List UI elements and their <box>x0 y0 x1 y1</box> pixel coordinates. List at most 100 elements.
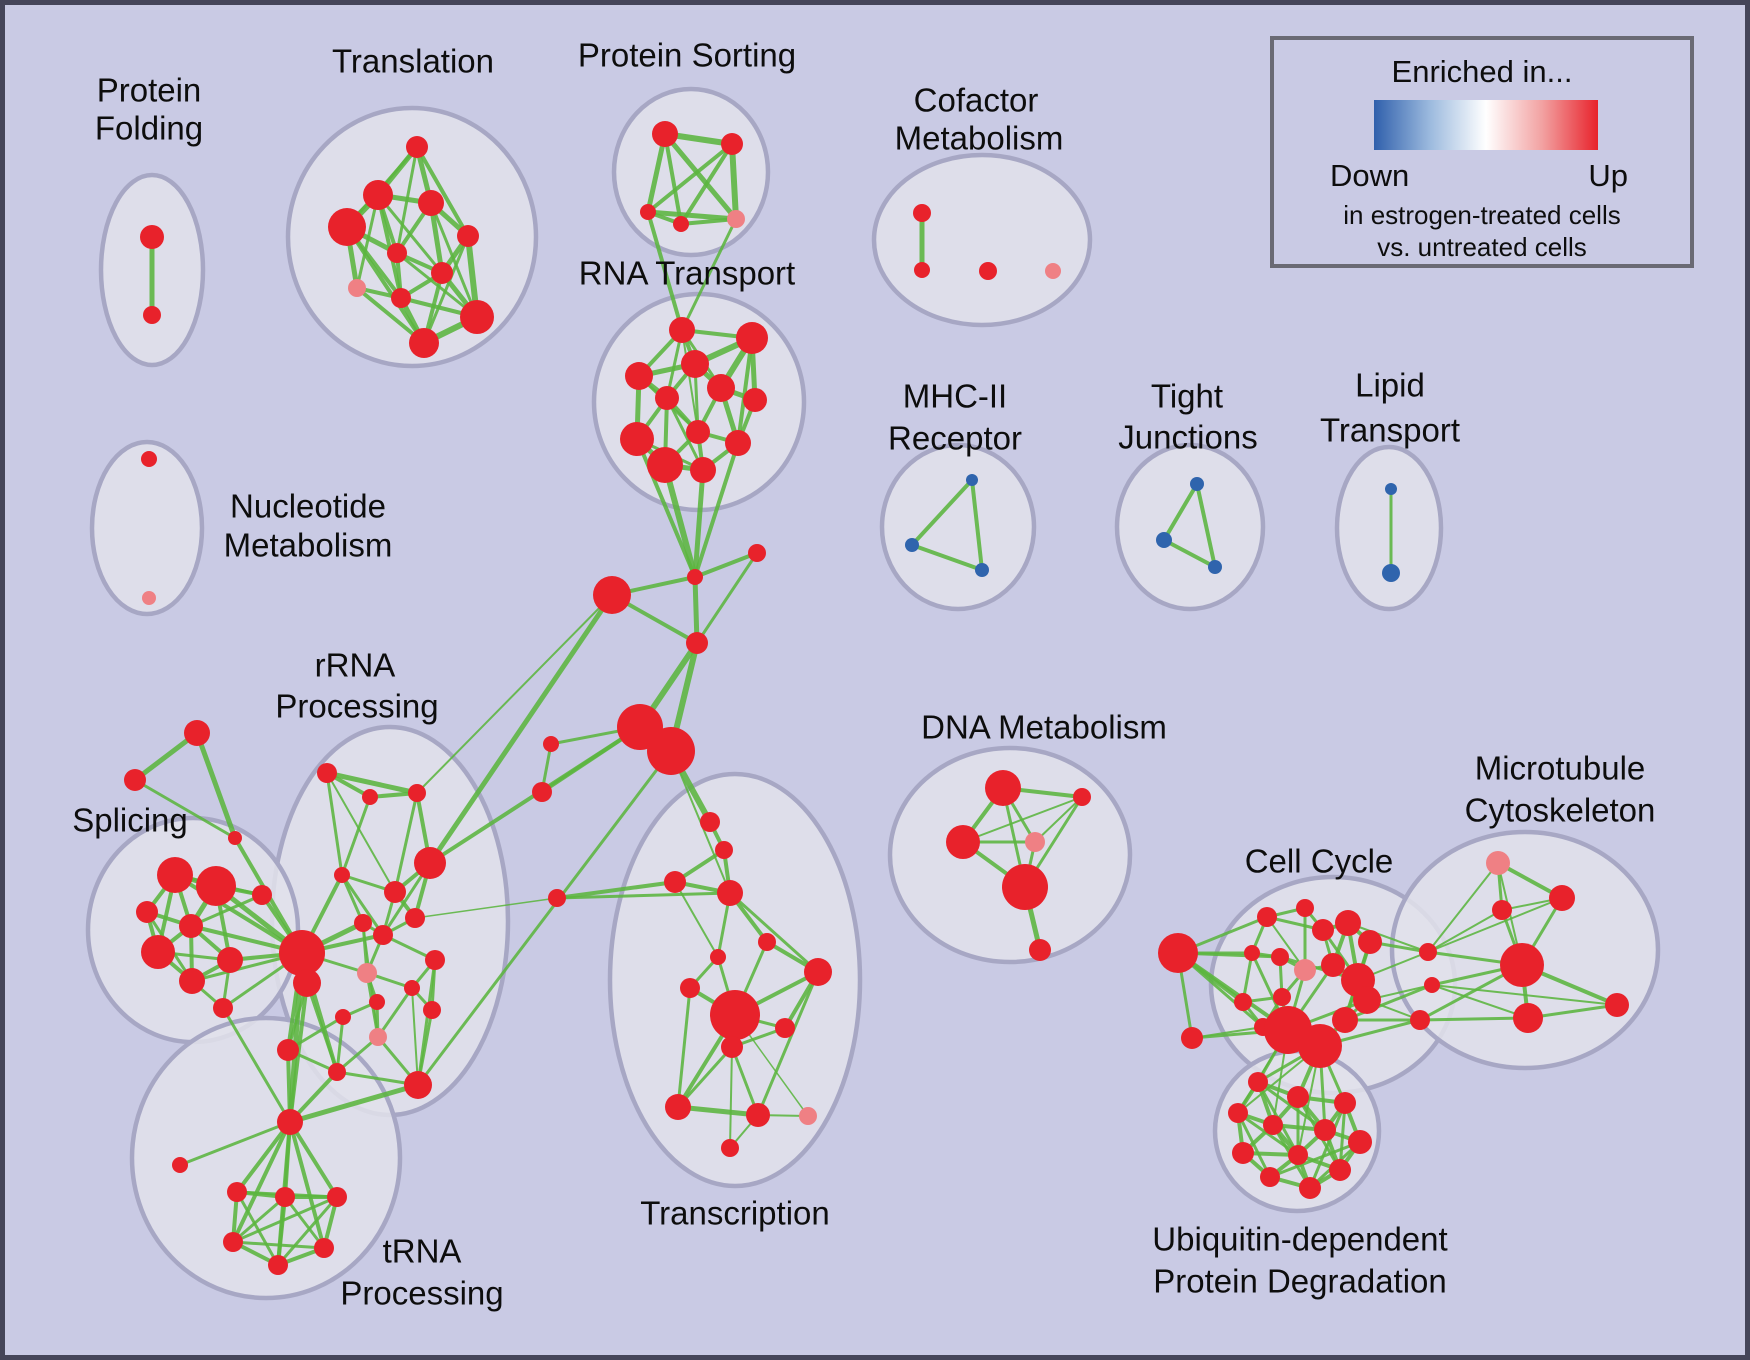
node-57-red <box>179 914 203 938</box>
node-153-red <box>1260 1167 1280 1187</box>
edge-101-106 <box>756 970 820 1117</box>
edge-55-57 <box>189 893 264 928</box>
edge-23-31 <box>736 336 754 445</box>
node-105-red <box>665 1094 691 1120</box>
edge-135-141 <box>1431 984 1529 1019</box>
node-3-red <box>363 180 393 210</box>
node-60-red <box>217 947 243 973</box>
legend-title: Enriched in... <box>1391 54 1573 89</box>
node-100-red <box>680 978 700 998</box>
node-29-red <box>686 420 710 444</box>
node-84-red <box>543 736 559 752</box>
edge-81-83 <box>287 1082 421 1125</box>
node-80-red <box>328 1063 346 1081</box>
node-76-red <box>423 1001 441 1019</box>
node-125-red <box>1321 953 1345 977</box>
edge-3-9 <box>355 193 380 290</box>
node-45-blue <box>1190 477 1204 491</box>
edge-5-12 <box>345 225 426 345</box>
node-18-red <box>669 317 695 343</box>
node-94-red <box>327 1187 347 1207</box>
edge-62-83 <box>221 1006 292 1124</box>
node-135-red <box>1424 977 1440 993</box>
splicing-label-line1: Splicing <box>72 802 188 839</box>
node-85-red <box>532 782 552 802</box>
edge-14-17 <box>729 141 739 222</box>
node-112-pink <box>1025 832 1045 852</box>
node-8-red <box>431 262 453 284</box>
node-66-red <box>408 784 426 802</box>
transcription-label-line1: Transcription <box>640 1195 830 1232</box>
node-26-red <box>655 386 679 410</box>
edge-13-15 <box>645 131 668 215</box>
node-72-red <box>373 925 393 945</box>
lipid-transport-label-line2: Transport <box>1320 412 1460 449</box>
node-46-blue <box>1156 532 1172 548</box>
edge-69-36 <box>427 592 615 866</box>
node-55-red <box>252 885 272 905</box>
edge-14-15 <box>646 142 734 214</box>
node-97-red <box>268 1255 288 1275</box>
node-140-red <box>1500 943 1544 987</box>
node-146-red <box>1228 1103 1248 1123</box>
edge-51-52 <box>133 778 237 840</box>
node-30-red <box>620 422 654 456</box>
node-28-red <box>743 388 767 412</box>
node-144-red <box>1287 1086 1309 1108</box>
node-64-red <box>317 763 337 783</box>
node-95-red <box>223 1232 243 1252</box>
edge-83-95 <box>231 1120 292 1244</box>
edge-33-34 <box>692 467 706 580</box>
node-78-red <box>335 1009 351 1025</box>
node-68-red <box>384 881 406 903</box>
legend-gradient-bar <box>1374 100 1598 150</box>
rrna-processing-label-line1: rRNA <box>315 647 396 684</box>
edge-95-96 <box>231 1240 326 1250</box>
edge-70-86 <box>414 897 558 919</box>
translation-label-line1: Translation <box>332 43 494 80</box>
tight-junctions-label-line2: Junctions <box>1118 419 1257 456</box>
legend-caption-line1: in estrogen-treated cells <box>1343 200 1621 230</box>
node-33-red <box>690 457 716 483</box>
edge-86-90 <box>555 891 732 900</box>
node-5-red <box>328 208 366 246</box>
node-122-red <box>1244 945 1260 961</box>
edge-65-67 <box>340 795 372 877</box>
edge-13-16 <box>663 132 683 226</box>
tight-junctions-label-line1: Tight <box>1151 378 1223 415</box>
node-67-red <box>334 867 350 883</box>
trna-processing-ellipse <box>129 1015 403 1301</box>
node-74-pink <box>357 963 377 983</box>
node-58-red <box>279 930 325 976</box>
node-91-red <box>172 1157 188 1173</box>
node-109-red <box>985 770 1021 806</box>
node-86-red <box>548 889 566 907</box>
edge-116-130 <box>1191 1026 1264 1039</box>
node-73-red <box>425 950 445 970</box>
node-44-blue <box>975 563 989 577</box>
node-63-red <box>293 969 321 997</box>
node-20-red <box>914 262 930 278</box>
edge-34-37 <box>692 574 700 646</box>
edge-120-134 <box>1347 922 1429 953</box>
node-96-red <box>314 1238 334 1258</box>
node-118-red <box>1296 899 1314 917</box>
edge-86-89 <box>555 880 677 900</box>
node-134-red <box>1419 943 1437 961</box>
node-42-blue <box>966 474 978 486</box>
cofactor-metabolism-label-line2: Metabolism <box>895 120 1064 157</box>
node-89-red <box>664 871 686 893</box>
microtubule-cytoskeleton-label-line1: Microtubule <box>1475 750 1646 787</box>
node-52-red <box>228 831 242 845</box>
legend-down-label: Down <box>1330 158 1410 193</box>
cell-cycle-label-line1: Cell Cycle <box>1245 843 1394 880</box>
node-56-red <box>136 901 158 923</box>
edge-83-96 <box>288 1120 326 1250</box>
node-121-red <box>1358 930 1382 954</box>
node-132-red <box>1298 1024 1342 1068</box>
node-12-red <box>409 328 439 358</box>
node-115-red <box>1158 933 1198 973</box>
node-142-red <box>1605 993 1629 1017</box>
edge-15-17 <box>645 209 739 222</box>
node-43-blue <box>905 538 919 552</box>
